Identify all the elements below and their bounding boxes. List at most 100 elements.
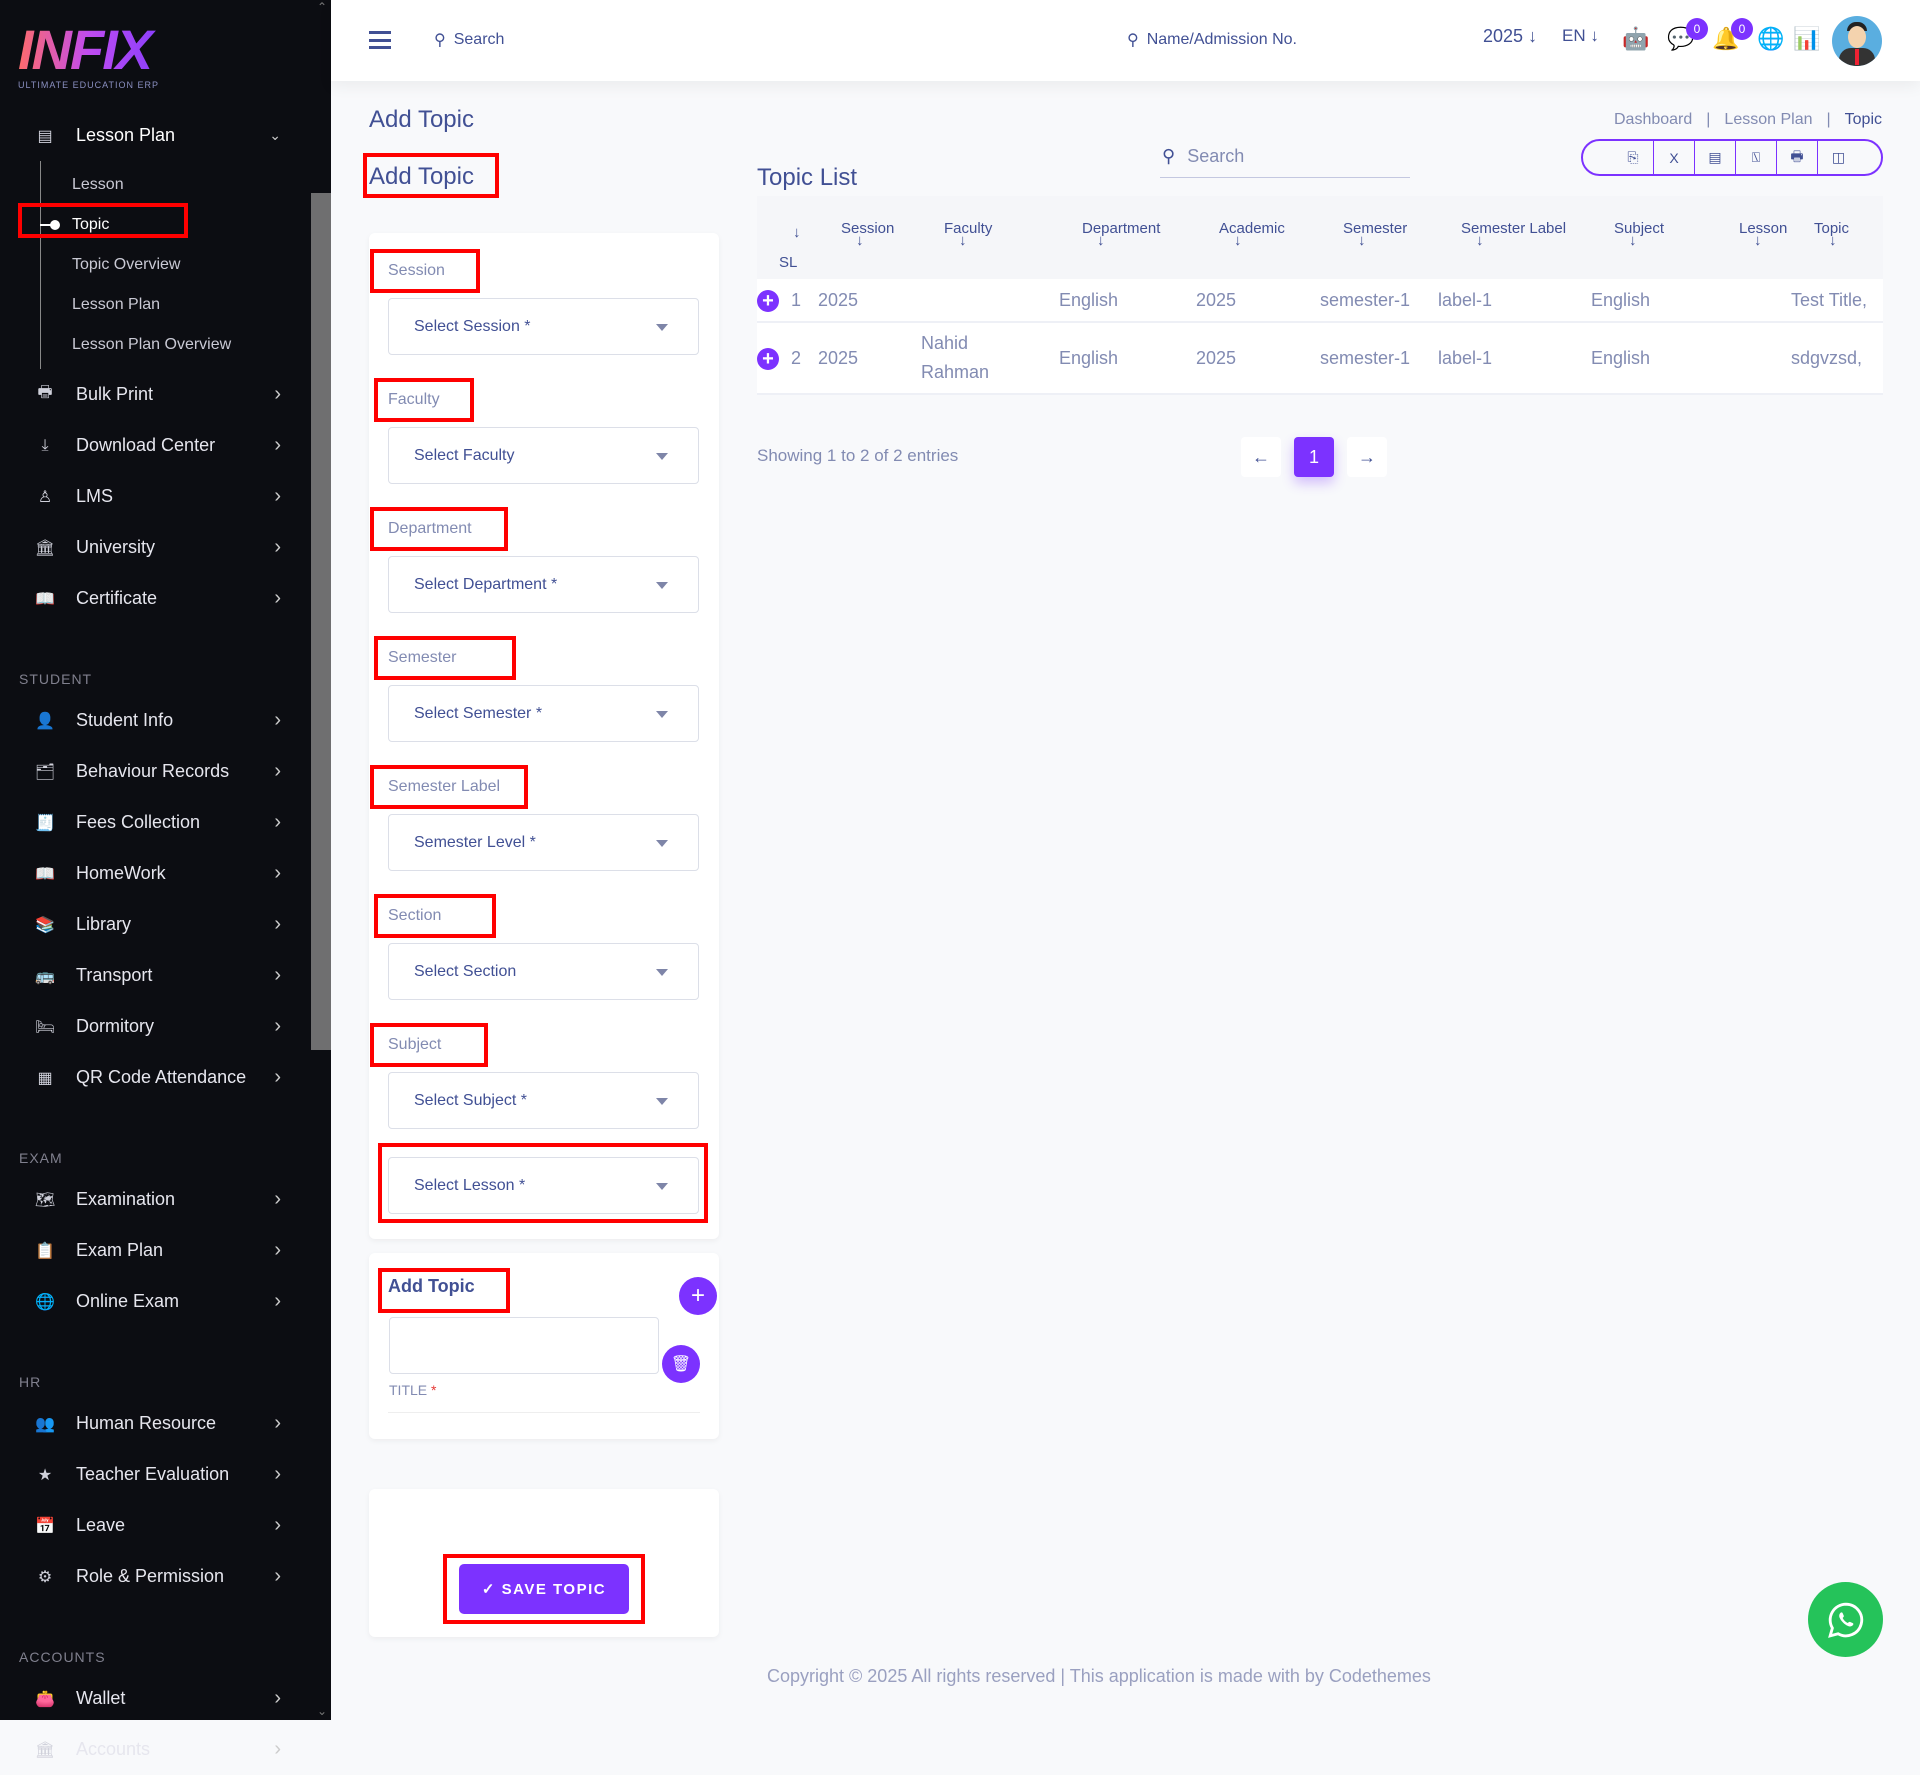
sidebar-item-fees-collection[interactable]: 🧾 Fees Collection › — [35, 811, 281, 833]
chevron-down-icon: ⌄ — [269, 127, 281, 143]
label-section: Section — [388, 907, 442, 924]
menu-search[interactable]: ⚲ Search — [434, 31, 505, 49]
caret-down-icon — [656, 840, 668, 847]
department-select[interactable]: Select Department * — [388, 556, 699, 613]
print-export-button[interactable]: 🖶 — [1777, 141, 1818, 174]
cell-semester-label: label-1 — [1438, 322, 1591, 395]
entries-info: Showing 1 to 2 of 2 entries — [757, 446, 959, 465]
robot-icon[interactable]: 🤖 — [1622, 26, 1650, 51]
save-topic-button[interactable]: ✓ SAVE TOPIC — [459, 1564, 629, 1614]
sidebar-item-lesson-plan[interactable]: ▤ Lesson Plan ⌄ — [0, 110, 311, 161]
student-search[interactable]: ⚲ Name/Admission No. — [1127, 31, 1297, 49]
scrollbar-thumb[interactable] — [311, 193, 331, 1050]
cell-semester: semester-1 — [1320, 322, 1438, 395]
column-semester-label[interactable]: ↓ Semester Label — [1438, 196, 1591, 279]
chevron-down-icon[interactable]: ⌄ — [316, 1704, 327, 1718]
next-page-button[interactable]: → — [1347, 437, 1387, 477]
copy-export-button[interactable]: ⎘ — [1613, 141, 1654, 174]
delete-row-button[interactable]: 🗑 — [662, 1345, 700, 1383]
sort-icon: ↓ — [1097, 232, 1105, 249]
sidebar-item-human-resource[interactable]: 👥 Human Resource › — [35, 1412, 281, 1434]
column-faculty[interactable]: ↓ Faculty — [921, 196, 1059, 279]
breadcrumb-lesson-plan[interactable]: Lesson Plan — [1724, 111, 1813, 128]
sidebar-item-library[interactable]: 📚 Library › — [35, 913, 281, 935]
sidebar-item-exam-plan[interactable]: 📋 Exam Plan › — [35, 1239, 281, 1261]
section-hr: HR — [19, 1374, 42, 1390]
columns-export-button[interactable]: ◫ — [1818, 141, 1859, 174]
language-select[interactable]: EN ↓ — [1562, 26, 1599, 45]
column-department[interactable]: ↓ Department — [1059, 196, 1196, 279]
avatar[interactable] — [1832, 16, 1882, 66]
csv-export-button[interactable]: ▤ — [1695, 141, 1736, 174]
sidebar-item-dormitory[interactable]: 🛏 Dormitory › — [34, 1015, 281, 1037]
sidebar-subitem-topic[interactable]: Topic — [40, 205, 311, 245]
year-select[interactable]: 2025 ↓ — [1483, 26, 1538, 46]
excel-export-button[interactable]: X — [1654, 141, 1695, 174]
sidebar-scrollbar[interactable]: ⌃ ⌄ — [311, 0, 331, 1720]
table-row[interactable]: +1 2025 English 2025 semester-1 label-1 Englis… — [757, 279, 1883, 323]
session-select[interactable]: Select Session * — [388, 298, 699, 355]
sidebar-item-university[interactable]: 🏛 University › — [34, 536, 281, 558]
sidebar-item-download-center[interactable]: ⤓ Download Center › — [0, 420, 311, 471]
caret-down-icon — [656, 324, 668, 331]
sidebar-item-wallet[interactable]: 👛 Wallet › — [35, 1687, 281, 1709]
sidebar-item-leave[interactable]: 📅 Leave › — [35, 1514, 281, 1536]
column-academic[interactable]: ↓ Academic — [1196, 196, 1320, 279]
sidebar-item-bulk-print[interactable]: 🖶 Bulk Print › — [0, 369, 311, 420]
semester-select[interactable]: Select Semester * — [388, 685, 699, 742]
sidebar-item-online-exam[interactable]: 🌐 Online Exam › — [35, 1290, 281, 1312]
breadcrumb-dashboard[interactable]: Dashboard — [1613, 111, 1693, 128]
prev-page-button[interactable]: ← — [1241, 437, 1281, 477]
logo[interactable]: INFIX ULTIMATE EDUCATION ERP — [18, 18, 160, 91]
faculty-select[interactable]: Select Faculty — [388, 427, 699, 484]
sidebar-subitem-topic-overview[interactable]: Topic Overview — [72, 256, 181, 273]
column-subject[interactable]: ↓ Subject — [1591, 196, 1716, 279]
globe-icon[interactable]: 🌐 — [1757, 26, 1785, 51]
sidebar-item-student-info[interactable]: 👤 Student Info › — [35, 709, 281, 731]
pdf-icon: ⍂ — [1751, 149, 1761, 165]
sidebar-item-examination[interactable]: 🗺 Examination › — [34, 1188, 281, 1210]
sidebar-item-behaviour-records[interactable]: 🗂 Behaviour Records › — [34, 760, 281, 782]
bell-icon[interactable]: 🔔 0 — [1711, 18, 1753, 54]
section-select[interactable]: Select Section — [388, 943, 699, 1000]
qr-icon: ▦ — [37, 1069, 53, 1087]
topic-title-input[interactable] — [389, 1317, 659, 1374]
chat-icon[interactable]: 💬 0 — [1666, 18, 1708, 54]
semester-label-select[interactable]: Semester Level * — [388, 814, 699, 871]
sidebar-item-certificate[interactable]: 📖 Certificate › — [35, 587, 281, 609]
lesson-select[interactable]: Select Lesson * — [388, 1157, 699, 1214]
expand-row-icon[interactable]: + — [757, 347, 779, 370]
sidebar-subitem-lesson-plan-overview[interactable]: Lesson Plan Overview — [72, 336, 232, 353]
sidebar-subitem-lesson-plan[interactable]: Lesson Plan — [72, 296, 161, 313]
table-row[interactable]: +2 2025 Nahid Rahman English 2025 semester-1 l… — [757, 322, 1883, 395]
chevron-up-icon[interactable]: ⌃ — [316, 0, 327, 14]
chevron-right-icon: › — [274, 1015, 281, 1037]
clipboard-icon: 📋 — [35, 1242, 55, 1260]
column-semester[interactable]: ↓ Semester — [1320, 196, 1438, 279]
menu-icon[interactable] — [369, 31, 391, 49]
sidebar-item-qr-code-attendance[interactable]: ▦ QR Code Attendance › — [0, 1052, 311, 1103]
sidebar-item-role-and-permission[interactable]: ⚙ Role & Permission › — [0, 1551, 311, 1602]
divider — [388, 1412, 700, 1413]
column-session[interactable]: ↓ Session — [818, 196, 921, 279]
chevron-right-icon: › — [274, 536, 281, 558]
column-sl[interactable]: ↓ SL — [757, 196, 818, 279]
whatsapp-button[interactable] — [1808, 1582, 1883, 1657]
sidebar-item-transport[interactable]: 🚌 Transport › — [35, 964, 281, 986]
cell-academic: 2025 — [1196, 322, 1320, 395]
sidebar-item-teacher-evaluation[interactable]: ★ Teacher Evaluation › — [0, 1449, 311, 1500]
add-row-button[interactable]: + — [679, 1277, 717, 1315]
sidebar-item-accounts[interactable]: 🏛 Accounts › — [34, 1738, 281, 1760]
sidebar-item-homework[interactable]: 📖 HomeWork › — [35, 862, 281, 884]
subject-select[interactable]: Select Subject * — [388, 1072, 699, 1129]
sidebar-subitem-lesson[interactable]: Lesson — [72, 176, 124, 193]
pdf-export-button[interactable]: ⍂ — [1736, 141, 1777, 174]
column-topic[interactable]: ↓ Topic — [1791, 196, 1883, 279]
page-1-button[interactable]: 1 — [1294, 437, 1334, 477]
expand-row-icon[interactable]: + — [757, 289, 779, 312]
sidebar-item-lms[interactable]: ♙ LMS › — [0, 471, 311, 522]
chart-icon[interactable]: 📊 — [1793, 26, 1821, 51]
table-search[interactable]: ⚲ Search — [1160, 136, 1410, 178]
column-lesson[interactable]: ↓ Lesson — [1716, 196, 1791, 279]
records-icon: 🗂 — [34, 763, 56, 781]
